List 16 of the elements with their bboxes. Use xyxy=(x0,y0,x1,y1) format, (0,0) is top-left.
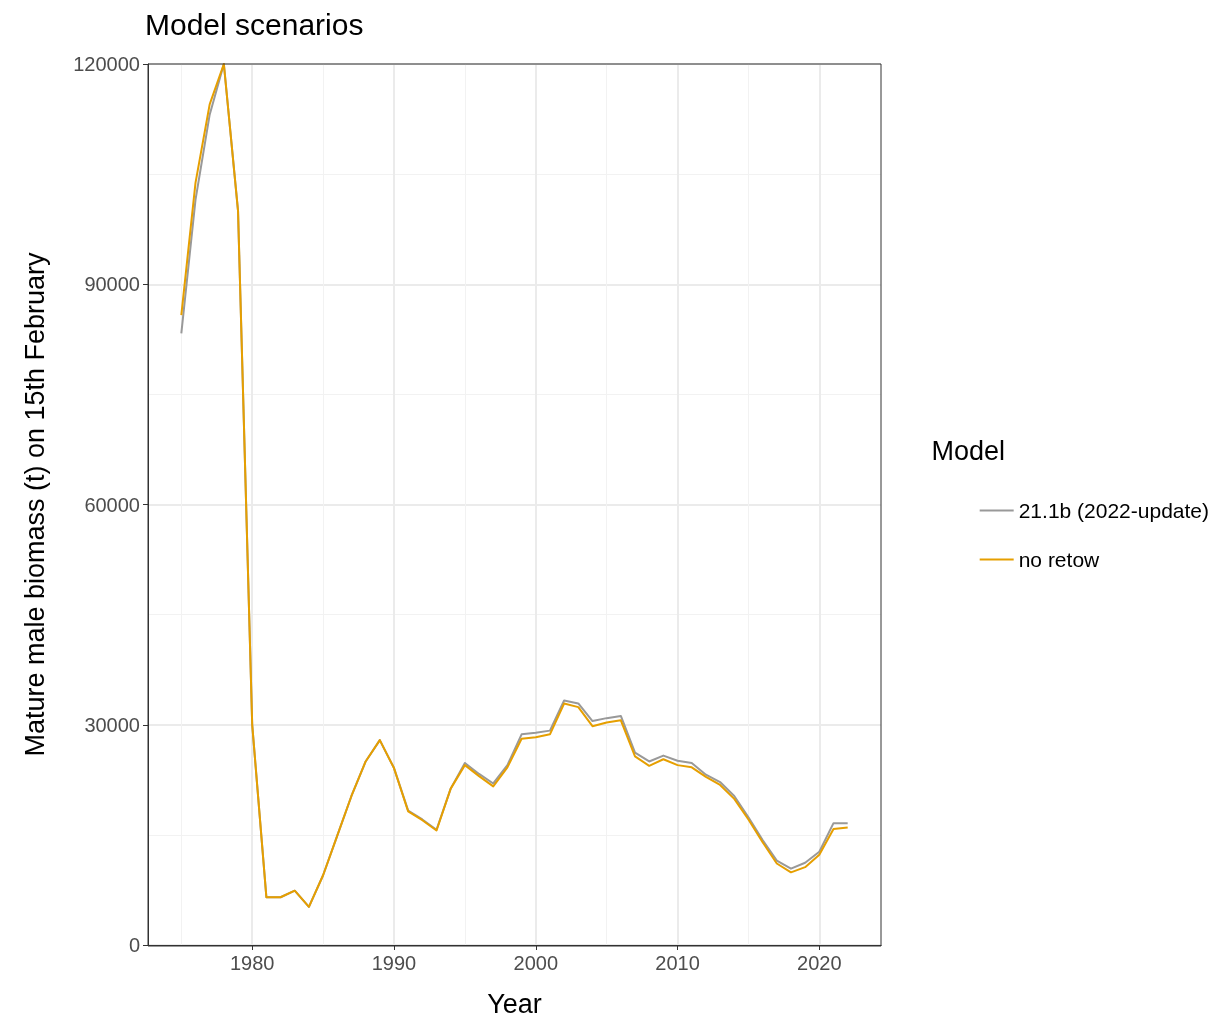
x-tick-label: 2010 xyxy=(655,952,700,974)
y-tick-label: 120000 xyxy=(73,53,140,75)
x-tick-label: 2000 xyxy=(513,952,559,974)
y-tick-label: 90000 xyxy=(84,273,140,296)
y-tick-label: 30000 xyxy=(84,713,140,736)
y-axis-title: Mature male biomass (t) on 15th February xyxy=(19,251,50,757)
legend-title: Model xyxy=(931,435,1006,466)
y-tick-label: 0 xyxy=(128,934,140,956)
x-tick-label: 2020 xyxy=(797,952,842,974)
chart-title: Model scenarios xyxy=(145,7,364,41)
legend-label: 21.1b (2022-update) xyxy=(1018,499,1209,522)
x-tick-label: 1990 xyxy=(371,952,417,974)
x-tick-label: 1980 xyxy=(229,952,275,974)
x-axis-title: Year xyxy=(487,988,542,1019)
y-tick-label: 60000 xyxy=(84,493,140,516)
legend-label: no retow xyxy=(1018,548,1101,571)
